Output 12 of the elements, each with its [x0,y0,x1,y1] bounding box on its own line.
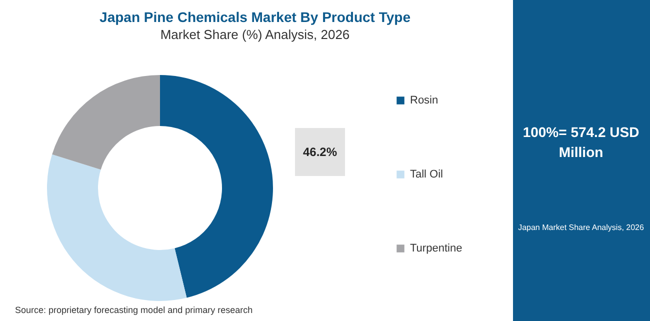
source-note: Source: proprietary forecasting model and primary research [15,305,253,315]
text: 100%= 574.2 USD Million [522,124,640,160]
legend-label: Tall Oil [410,168,444,180]
donut-slice [47,154,187,301]
legend-label: Turpentine [410,242,462,254]
legend-label: Rosin [410,94,438,106]
data-label: 46.2% [302,145,338,159]
chart-title: Japan Pine Chemicals Market By Product Type [100,9,411,25]
chart-subtitle: Market Share (%) Analysis, 2026 [160,27,350,42]
donut-slice [160,75,273,298]
donut-slice [52,75,160,170]
text: Japan Market Share Analysis, 2026 [518,223,644,232]
